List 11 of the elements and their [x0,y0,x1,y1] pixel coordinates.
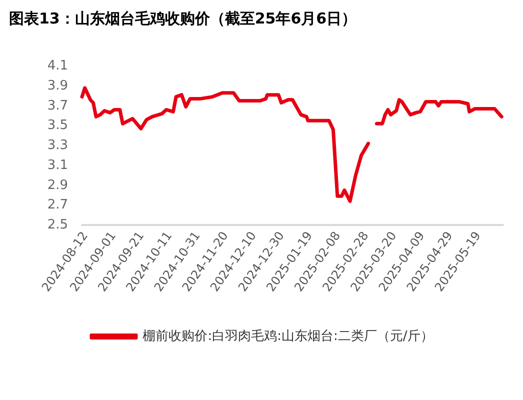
legend-label: 棚前收购价:白羽肉毛鸡:山东烟台:二类厂（元/斤） [142,329,434,344]
y-tick-label: 3.9 [47,78,68,94]
y-tick-label: 3.7 [47,98,68,114]
y-tick-label: 2.9 [47,178,68,193]
y-tick-label: 3.3 [47,138,68,153]
y-tick-label: 4.1 [47,58,68,74]
y-tick-label: 3.5 [47,118,68,134]
y-tick-label: 2.5 [47,218,68,232]
chart-title: 图表13：山东烟台毛鸡收购价（截至25年6月6日） [9,10,357,28]
y-tick-label: 3.1 [47,158,68,173]
y-tick-label: 2.7 [47,198,68,213]
